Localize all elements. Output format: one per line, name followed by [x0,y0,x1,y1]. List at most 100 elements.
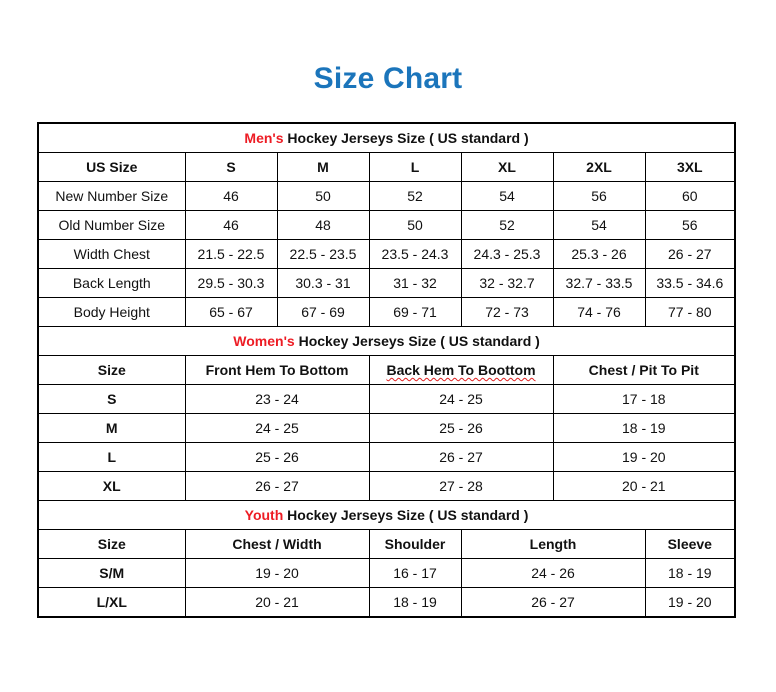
mens-cell: 56 [552,181,646,211]
womens-col-header: Back Hem To Boottom [368,355,554,385]
mens-cell: 24.3 - 25.3 [460,239,554,269]
womens-col-header: Front Hem To Bottom [184,355,370,385]
mens-banner-accent: Men's [244,130,284,146]
mens-cell: 26 - 27 [644,239,736,269]
table-row: L/XL 20 - 21 18 - 19 26 - 27 19 - 20 [37,587,736,618]
table-row: Old Number Size 46 48 50 52 54 56 [37,210,736,240]
youth-col-header: Sleeve [644,529,736,559]
youth-col-header: Length [460,529,646,559]
mens-cell: 31 - 32 [368,268,462,298]
mens-section-banner: Men's Hockey Jerseys Size ( US standard … [37,122,736,153]
youth-cell: 18 - 19 [644,558,736,588]
table-row: M 24 - 25 25 - 26 18 - 19 [37,413,736,443]
mens-row-label: Back Length [37,268,186,298]
mens-cell: 60 [644,181,736,211]
mens-cell: 56 [644,210,736,240]
mens-col-header: 2XL [552,152,646,182]
womens-row-label: L [37,442,186,472]
youth-cell: 24 - 26 [460,558,646,588]
mens-col-header: L [368,152,462,182]
table-row: Width Chest 21.5 - 22.5 22.5 - 23.5 23.5… [37,239,736,269]
womens-banner-rest: Hockey Jerseys Size ( US standard ) [294,333,540,349]
mens-cell: 32 - 32.7 [460,268,554,298]
womens-row-label: M [37,413,186,443]
table-row: New Number Size 46 50 52 54 56 60 [37,181,736,211]
table-body: Men's Hockey Jerseys Size ( US standard … [37,122,736,618]
mens-cell: 46 [184,181,278,211]
mens-cell: 69 - 71 [368,297,462,327]
mens-cell: 22.5 - 23.5 [276,239,370,269]
mens-cell: 54 [460,181,554,211]
womens-row-label: S [37,384,186,414]
mens-cell: 77 - 80 [644,297,736,327]
size-chart-table-wrap: Men's Hockey Jerseys Size ( US standard … [37,122,737,618]
mens-col-header: XL [460,152,554,182]
youth-cell: 18 - 19 [368,587,462,618]
mens-cell: 50 [368,210,462,240]
womens-col-header: Size [37,355,186,385]
youth-row-label: L/XL [37,587,186,618]
womens-cell: 26 - 27 [368,442,554,472]
womens-cell: 25 - 26 [368,413,554,443]
mens-cell: 50 [276,181,370,211]
mens-cell: 30.3 - 31 [276,268,370,298]
mens-cell: 33.5 - 34.6 [644,268,736,298]
youth-banner-row: Youth Hockey Jerseys Size ( US standard … [37,500,736,530]
womens-cell: 20 - 21 [552,471,736,501]
youth-col-header: Shoulder [368,529,462,559]
womens-banner-row: Women's Hockey Jerseys Size ( US standar… [37,326,736,356]
youth-cell: 19 - 20 [184,558,370,588]
womens-cell: 25 - 26 [184,442,370,472]
table-row: XL 26 - 27 27 - 28 20 - 21 [37,471,736,501]
womens-cell: 24 - 25 [184,413,370,443]
mens-cell: 23.5 - 24.3 [368,239,462,269]
youth-cell: 20 - 21 [184,587,370,618]
mens-cell: 54 [552,210,646,240]
mens-cell: 29.5 - 30.3 [184,268,278,298]
womens-cell: 24 - 25 [368,384,554,414]
womens-cell: 17 - 18 [552,384,736,414]
mens-row-label: Body Height [37,297,186,327]
youth-col-header: Size [37,529,186,559]
mens-row-label: Width Chest [37,239,186,269]
youth-row-label: S/M [37,558,186,588]
mens-col-header: 3XL [644,152,736,182]
womens-row-label: XL [37,471,186,501]
womens-col-header-text: Back Hem To Boottom [386,362,536,378]
mens-cell: 67 - 69 [276,297,370,327]
mens-cell: 48 [276,210,370,240]
womens-cell: 23 - 24 [184,384,370,414]
womens-section-banner: Women's Hockey Jerseys Size ( US standar… [37,326,736,356]
table-row: L 25 - 26 26 - 27 19 - 20 [37,442,736,472]
table-row: S/M 19 - 20 16 - 17 24 - 26 18 - 19 [37,558,736,588]
mens-col-header: S [184,152,278,182]
womens-cell: 19 - 20 [552,442,736,472]
womens-header-row: Size Front Hem To Bottom Back Hem To Boo… [37,355,736,385]
mens-cell: 46 [184,210,278,240]
womens-banner-accent: Women's [233,333,295,349]
womens-cell: 27 - 28 [368,471,554,501]
mens-banner-row: Men's Hockey Jerseys Size ( US standard … [37,122,736,153]
youth-section-banner: Youth Hockey Jerseys Size ( US standard … [37,500,736,530]
table-row: Body Height 65 - 67 67 - 69 69 - 71 72 -… [37,297,736,327]
table-row: Back Length 29.5 - 30.3 30.3 - 31 31 - 3… [37,268,736,298]
youth-banner-rest: Hockey Jerseys Size ( US standard ) [283,507,529,523]
mens-banner-rest: Hockey Jerseys Size ( US standard ) [283,130,529,146]
mens-col-header: M [276,152,370,182]
youth-cell: 26 - 27 [460,587,646,618]
youth-cell: 16 - 17 [368,558,462,588]
womens-cell: 18 - 19 [552,413,736,443]
size-chart-table: Men's Hockey Jerseys Size ( US standard … [37,122,737,618]
womens-cell: 26 - 27 [184,471,370,501]
page-title: Size Chart [313,62,463,95]
mens-row-label: Old Number Size [37,210,186,240]
mens-row-label: New Number Size [37,181,186,211]
mens-cell: 32.7 - 33.5 [552,268,646,298]
mens-cell: 72 - 73 [460,297,554,327]
mens-cell: 52 [460,210,554,240]
youth-header-row: Size Chest / Width Shoulder Length Sleev… [37,529,736,559]
mens-cell: 25.3 - 26 [552,239,646,269]
mens-col-header: US Size [37,152,186,182]
youth-col-header: Chest / Width [184,529,370,559]
